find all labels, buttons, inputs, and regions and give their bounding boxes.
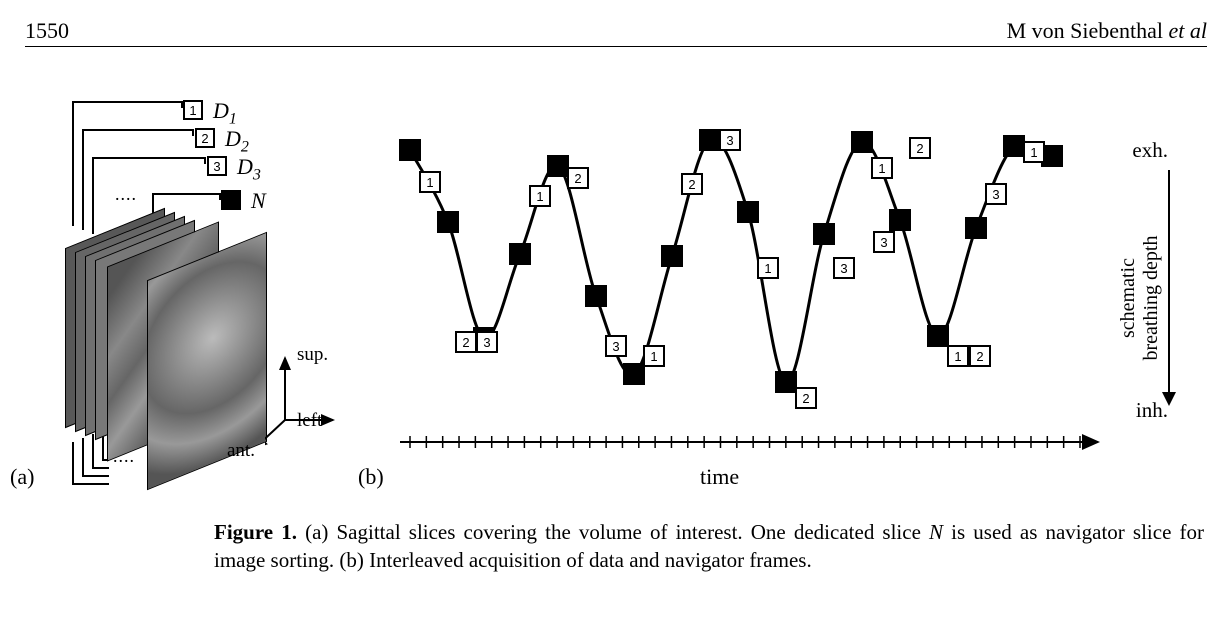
author-line: M von Siebenthal et al — [1007, 18, 1207, 44]
marker-data-3: 3 — [985, 183, 1007, 205]
marker-navigator — [965, 217, 987, 239]
marker-navigator — [851, 131, 873, 153]
marker-navigator — [585, 285, 607, 307]
legend-sq-d2: 2 — [195, 128, 215, 148]
marker-navigator — [437, 211, 459, 233]
marker-data-2: 2 — [455, 331, 477, 353]
marker-navigator — [927, 325, 949, 347]
legend-label-d1: D1 — [213, 98, 237, 128]
marker-data-1: 1 — [529, 185, 551, 207]
marker-data-2: 2 — [909, 137, 931, 159]
axis-left: left — [297, 410, 322, 432]
axis-sup: sup. — [297, 344, 328, 366]
marker-data-2: 2 — [567, 167, 589, 189]
marker-data-2: 2 — [969, 345, 991, 367]
marker-data-3: 3 — [719, 129, 741, 151]
time-axis — [390, 430, 1110, 460]
axes-3d — [265, 350, 345, 460]
curve-markers: 1231231231231212313 — [390, 110, 1100, 420]
marker-navigator — [509, 243, 531, 265]
marker-navigator — [399, 139, 421, 161]
marker-data-1: 1 — [947, 345, 969, 367]
marker-navigator — [661, 245, 683, 267]
marker-navigator — [775, 371, 797, 393]
marker-data-1: 1 — [757, 257, 779, 279]
axis-ant: ant. — [227, 440, 255, 462]
marker-data-3: 3 — [873, 231, 895, 253]
legend-label-d2: D2 — [225, 126, 249, 156]
figure-caption: Figure 1. (a) Sagittal slices covering t… — [214, 518, 1204, 575]
marker-navigator — [813, 223, 835, 245]
marker-navigator — [699, 129, 721, 151]
page-header: 1550 M von Siebenthal et al — [25, 18, 1207, 44]
legend-label-d3: D3 — [237, 154, 261, 184]
marker-data-1: 1 — [871, 157, 893, 179]
dots-top: .... — [115, 184, 137, 205]
marker-data-3: 3 — [476, 331, 498, 353]
legend-sq-n — [221, 190, 241, 210]
marker-data-1: 1 — [1023, 141, 1045, 163]
marker-data-2: 2 — [681, 173, 703, 195]
page-number: 1550 — [25, 18, 69, 44]
marker-data-1: 1 — [643, 345, 665, 367]
marker-navigator — [547, 155, 569, 177]
marker-data-3: 3 — [605, 335, 627, 357]
marker-navigator — [889, 209, 911, 231]
panel-label-a: (a) — [10, 464, 34, 490]
marker-navigator — [737, 201, 759, 223]
figure-1: (a) (b) .... .... 1 D1 2 D2 3 D3 N — [0, 90, 1232, 500]
marker-data-2: 2 — [795, 387, 817, 409]
marker-data-3: 3 — [833, 257, 855, 279]
panel-a: .... .... 1 D1 2 D2 3 D3 N — [65, 90, 345, 500]
label-depth: schematicbreathing depth — [1117, 208, 1163, 388]
legend-label-n: N — [251, 188, 266, 214]
time-label: time — [700, 464, 739, 490]
marker-navigator — [623, 363, 645, 385]
marker-navigator — [1003, 135, 1025, 157]
legend-sq-d3: 3 — [207, 156, 227, 176]
legend-sq-d1: 1 — [183, 100, 203, 120]
marker-data-1: 1 — [419, 171, 441, 193]
header-rule — [25, 46, 1207, 47]
panel-b: 1231231231231212313 time exh. inh. — [360, 90, 1190, 500]
